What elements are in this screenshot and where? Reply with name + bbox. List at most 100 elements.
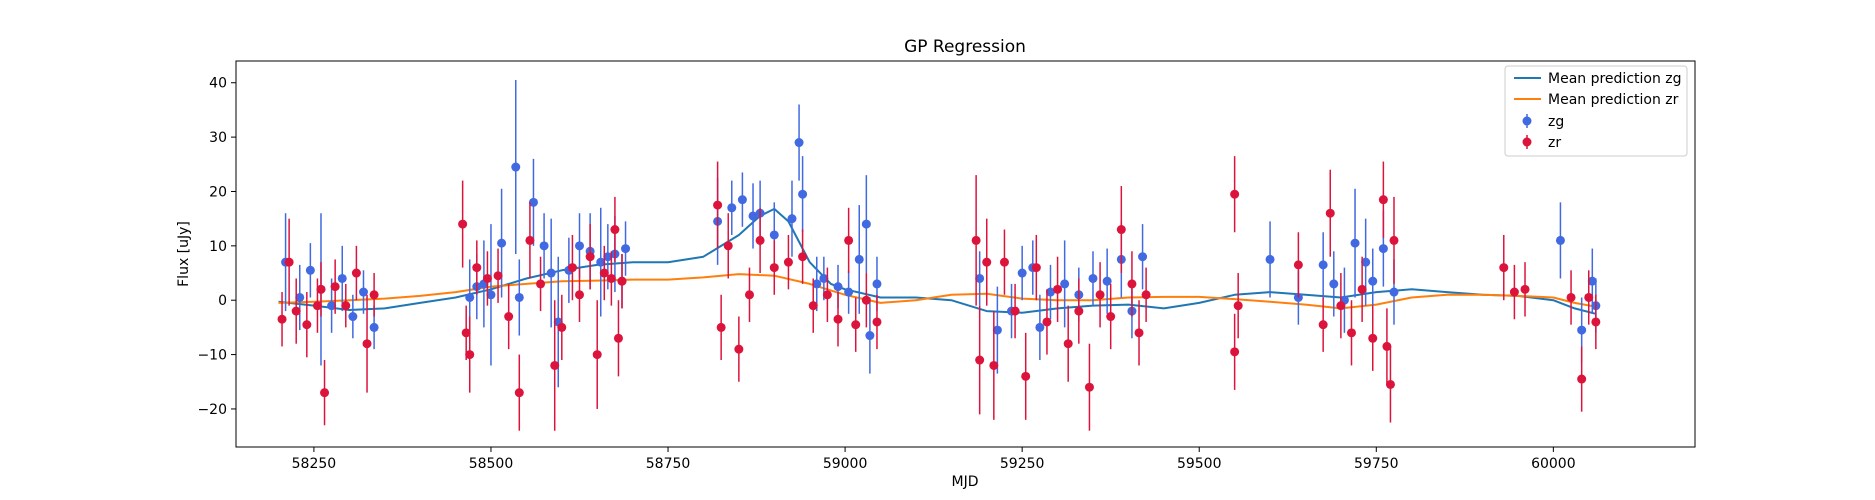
zg-point [798,189,808,199]
zr-point [822,290,832,300]
legend-label-zr-mean: Mean prediction zr [1548,92,1679,108]
zr-point [341,301,351,311]
x-tick-label: 58750 [646,456,691,472]
zr-point [585,252,595,262]
zr-point [291,306,301,316]
y-tick-label: −20 [197,402,227,418]
zg-point [1329,279,1339,289]
zg-point [833,282,843,292]
zg-point [358,287,368,297]
zr-point [798,252,808,262]
zr-point [316,284,326,294]
zr-point [362,339,372,349]
zg-point [1035,322,1045,332]
gp-mean-line-zr [278,273,1596,310]
zr-point [1584,292,1594,302]
zr-point [1042,317,1052,327]
zr-point [1368,333,1378,343]
zg-point [546,268,556,278]
zr-point [557,322,567,332]
zg-point [1378,244,1388,254]
x-tick-label: 58500 [469,456,514,472]
zg-point [1577,325,1587,335]
zr-point [755,235,765,245]
zg-point [486,290,496,300]
zg-point [1368,276,1378,286]
zr-point [1336,301,1346,311]
zr-point [989,360,999,370]
zr-point [861,295,871,305]
zg-point [1102,276,1112,286]
gp-mean-lines [278,207,1597,315]
zr-point [536,279,546,289]
zr-point [1230,347,1240,357]
zr-point [277,314,287,324]
zr-point [975,355,985,365]
zr-point [1116,225,1126,235]
zr-point [1063,339,1073,349]
zr-point [351,268,361,278]
zr-point [1520,284,1530,294]
zr-point [1021,371,1031,381]
zg-point [872,279,882,289]
zg-point [327,301,337,311]
zr-point [330,282,340,292]
zr-point [1382,341,1392,351]
zr-point [472,263,482,273]
x-tick-label: 59500 [1177,456,1222,472]
zr-point [525,235,535,245]
zr-point [575,290,585,300]
y-axis-label: Flux [uJy] [176,221,192,287]
zg-point [769,230,779,240]
x-tick-label: 59750 [1354,456,1399,472]
y-tick-label: 40 [209,76,227,92]
zr-point [567,263,577,273]
zg-point [727,203,737,213]
zr-point [783,257,793,267]
zr-point [284,257,294,267]
zr-point [1378,195,1388,205]
zg-point [1265,254,1275,264]
legend: Mean prediction zg Mean prediction zr zg… [1504,65,1688,157]
zg-point [748,211,758,221]
zg-point [1555,235,1565,245]
x-tick-label: 59000 [823,456,868,472]
zr-point [369,290,379,300]
zg-point [511,162,521,172]
zr-point [713,200,723,210]
zr-point [1293,260,1303,270]
zr-point [971,235,981,245]
zr-point [302,320,312,330]
zr-point [808,301,818,311]
zr-point [320,388,330,398]
zr-point [999,257,1009,267]
zr-point [1106,312,1116,322]
zr-point [1084,382,1094,392]
zr-point [1566,292,1576,302]
zr-point [734,344,744,354]
zr-point [1010,306,1020,316]
legend-label-zr: zr [1548,135,1561,151]
zr-point [1074,306,1084,316]
zg-point [737,195,747,205]
zr-point [617,276,627,286]
zg-point [1587,276,1597,286]
zg-point [1060,279,1070,289]
zr-point [1318,320,1328,330]
y-tick-label: 0 [218,293,227,309]
x-tick-label: 60000 [1531,456,1576,472]
x-tick-label: 58250 [292,456,337,472]
zr-point [1577,374,1587,384]
zr-point [1230,189,1240,199]
x-axis: 58250 58500 58750 59000 59250 59500 59750 60000 [292,447,1576,472]
zr-point [1346,328,1356,338]
zr-point [723,241,733,251]
zg-point [621,244,631,254]
zg-point [787,214,797,224]
legend-marker-zr [1522,137,1532,147]
chart-title: GP Regression [904,37,1026,57]
legend-frame [1504,65,1688,157]
zg-point [1350,238,1360,248]
legend-label-zg-mean: Mean prediction zg [1548,71,1682,87]
zg-point [348,312,358,322]
